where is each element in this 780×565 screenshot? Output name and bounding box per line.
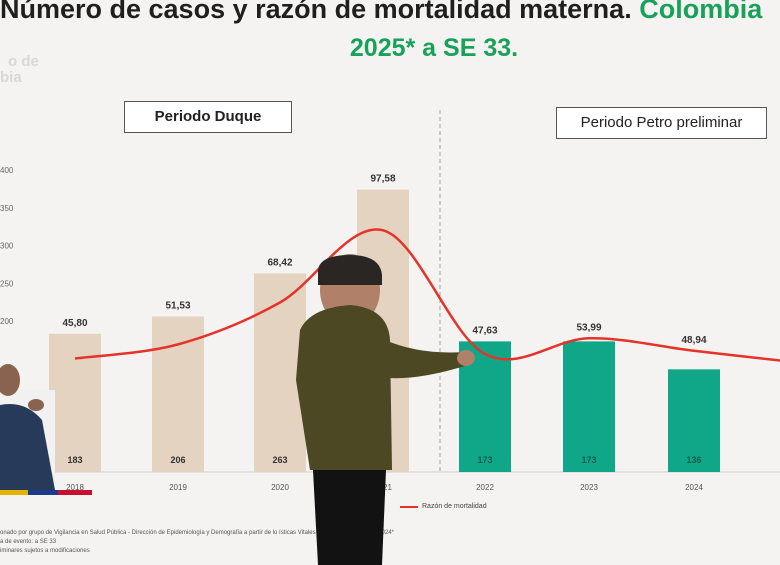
footnote-source: onado por grupo de Vigilancia en Salud P… [0, 530, 395, 536]
footnote-preliminary: iminares sujetos a modificaciones [0, 548, 90, 554]
case-label-2018: 183 [67, 455, 82, 465]
period-petro-label: Periodo Petro preliminar [556, 107, 767, 139]
x-tick-label: 2024 [685, 483, 703, 492]
legend-line-swatch [400, 505, 418, 508]
bar-2019 [152, 316, 204, 472]
case-label-2020: 263 [272, 455, 287, 465]
logo-line-1: o de [8, 53, 39, 70]
rate-label-2021: 97,58 [370, 174, 395, 185]
y-tick-label: 250 [0, 279, 14, 288]
rate-label-2019: 51,53 [165, 300, 190, 311]
x-tick-label: 2018 [66, 483, 84, 492]
y-tick-label: 200 [0, 317, 14, 326]
period-duque-label: Periodo Duque [124, 101, 292, 133]
rate-label-2020: 68,42 [267, 257, 292, 268]
case-label-2019: 206 [170, 455, 185, 465]
bar-2024 [668, 369, 720, 472]
mortality-ratio-line [74, 228, 780, 362]
bar-2023 [563, 341, 615, 472]
title-highlight: Colombia [639, 0, 763, 24]
y-tick-label: 300 [0, 242, 14, 251]
legend-ratio: Razón de mortalidad [400, 503, 487, 510]
logo: o de bia [0, 54, 39, 86]
rate-label-2022: 47,63 [472, 325, 497, 336]
logo-line-2: bia [0, 69, 22, 86]
title-main: Número de casos y razón de mortalidad ma… [0, 0, 632, 24]
legend-ratio-label: Razón de mortalidad [422, 503, 487, 510]
case-label-2024: 136 [686, 455, 701, 465]
y-tick-label: 350 [0, 204, 14, 213]
case-label-2022: 173 [477, 455, 492, 465]
rate-label-2023: 53,99 [576, 322, 601, 333]
x-tick-label: 2023 [580, 483, 598, 492]
chart-title: Número de casos y razón de mortalidad ma… [0, 0, 780, 25]
x-tick-label: 2020 [271, 483, 289, 492]
y-tick-label: 400 [0, 166, 14, 175]
case-label-2023: 173 [581, 455, 596, 465]
footnote-event: a de evento: a SE 33 [0, 539, 57, 545]
x-tick-label: 2019 [169, 483, 187, 492]
chart-subtitle: 2025* a SE 33. [349, 34, 519, 62]
x-tick-label: 2022 [476, 483, 494, 492]
rate-label-2018: 45,80 [62, 318, 87, 329]
rate-label-2024: 48,94 [681, 335, 706, 346]
